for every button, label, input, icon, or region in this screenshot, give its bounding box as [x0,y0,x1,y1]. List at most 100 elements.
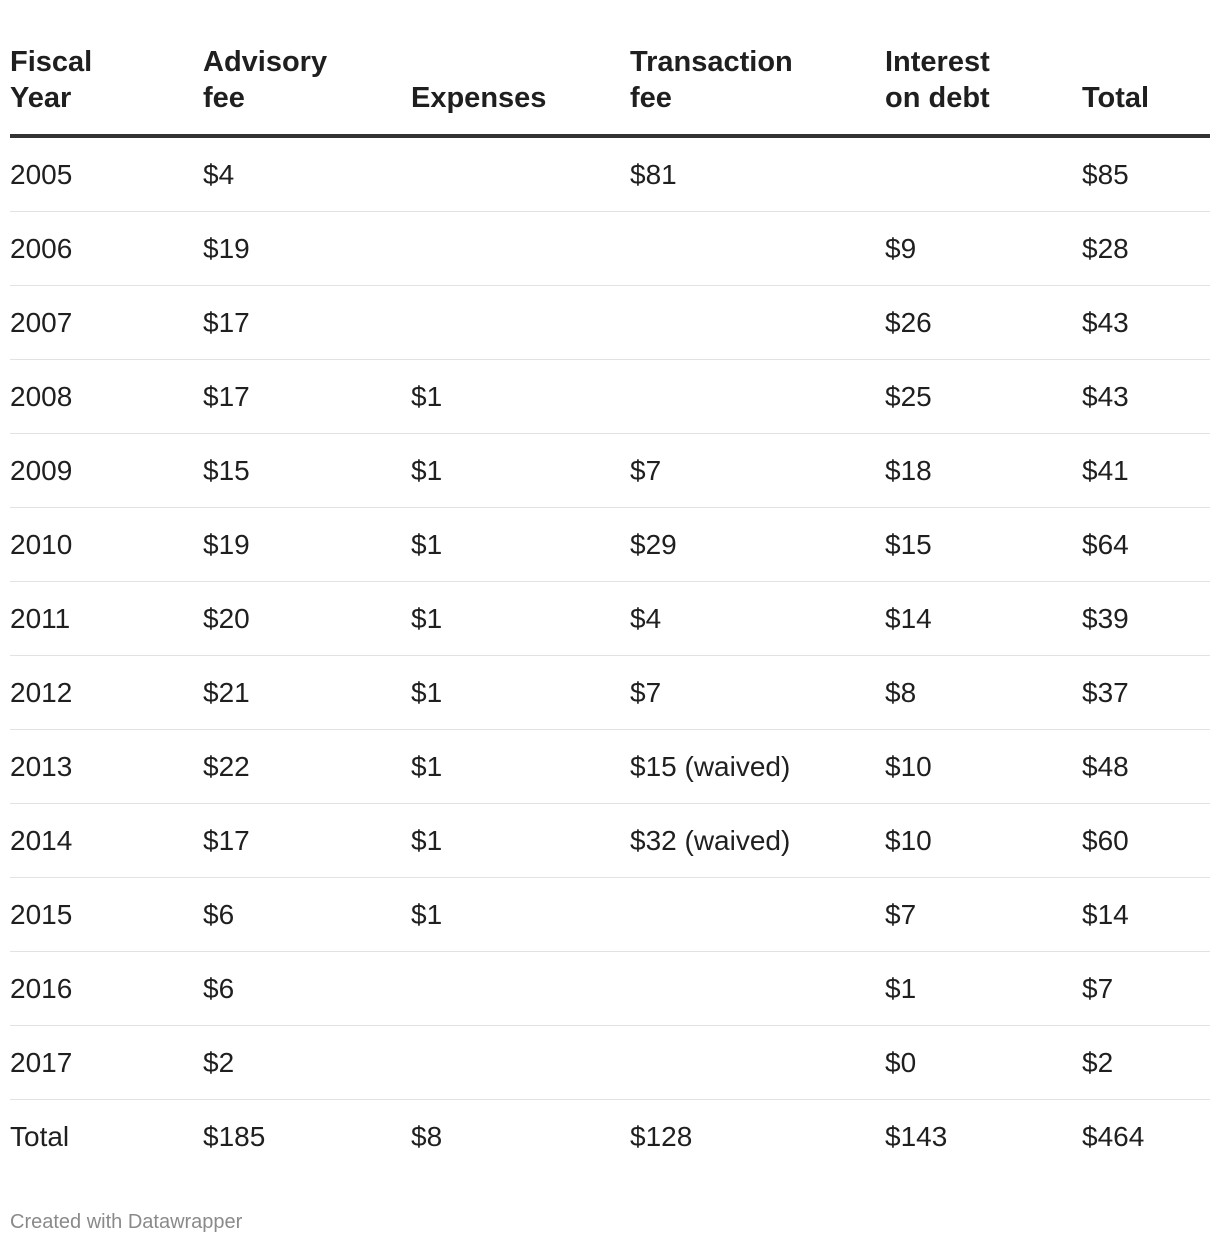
cell-total: $39 [1082,581,1210,656]
cell-interest-on-debt: $9 [885,211,1082,286]
cell-interest-on-debt: $15 [885,507,1082,582]
cell-total: $48 [1082,729,1210,804]
cell-total: $43 [1082,359,1210,434]
cell-transaction-fee [630,951,885,1026]
header-advisory-fee: Advisory fee [203,0,411,138]
cell-interest-on-debt: $0 [885,1025,1082,1100]
cell-total: $85 [1082,136,1210,212]
cell-expenses [411,951,630,1026]
cell-transaction-fee [630,877,885,952]
cell-transaction-fee [630,211,885,286]
cell-advisory-fee: $6 [203,951,411,1026]
table-row: 2012 $21 $1 $7 $8 $37 [10,655,1210,730]
cell-total: $28 [1082,211,1210,286]
cell-fiscal-year: 2010 [10,507,203,582]
cell-expenses [411,136,630,212]
cell-total: $7 [1082,951,1210,1026]
header-transaction-fee: Transaction fee [630,0,885,138]
cell-transaction-fee: $7 [630,655,885,730]
cell-advisory-fee: $2 [203,1025,411,1100]
table-row: 2009 $15 $1 $7 $18 $41 [10,433,1210,508]
table-row: 2016 $6 $1 $7 [10,951,1210,1026]
header-interest-on-debt: Interest on debt [885,0,1082,138]
cell-transaction-fee [630,285,885,360]
cell-advisory-fee: $19 [203,507,411,582]
cell-fiscal-year: 2011 [10,581,203,656]
cell-fiscal-year: 2006 [10,211,203,286]
cell-expenses: $8 [411,1120,443,1152]
fee-table: Fiscal Year Advisory fee Expenses Transact… [10,0,1210,1173]
cell-fiscal-year: 2015 [10,877,203,952]
cell-transaction-fee [630,1025,885,1100]
cell-interest-on-debt: $25 [885,359,1082,434]
cell-fiscal-year: 2007 [10,285,203,360]
cell-fiscal-year: 2008 [10,359,203,434]
cell-advisory-fee: $17 [203,359,411,434]
cell-expenses: $1 [411,359,630,434]
header-expenses: Expenses [411,0,630,138]
datawrapper-credit: Created with Datawrapper [10,1211,243,1233]
cell-advisory-fee: $4 [203,136,411,212]
cell-transaction-fee: $15 (waived) [630,729,885,804]
header-row: Fiscal Year Advisory fee Expenses Transact… [10,0,1210,138]
cell-interest-on-debt: $18 [885,433,1082,508]
table-row: 2008 $17 $1 $25 $43 [10,359,1210,434]
cell-interest-on-debt: $10 [885,729,1082,804]
cell-total: $41 [1082,433,1210,508]
cell-transaction-fee: $4 [630,581,885,656]
header-fiscal-year: Fiscal Year [10,0,203,138]
cell-interest-on-debt: $8 [885,655,1082,730]
cell-total: $43 [1082,285,1210,360]
cell-interest-on-debt: $26 [885,285,1082,360]
cell-fiscal-year: 2009 [10,433,203,508]
cell-interest-on-debt: $143 [885,1120,948,1152]
table-row: 2017 $2 $0 $2 [10,1025,1210,1100]
cell-transaction-fee: $29 [630,507,885,582]
table-row: 2014 $17 $1 $32 (waived) $10 $60 [10,803,1210,878]
header-total: Total [1082,0,1210,138]
cell-total: $2 [1082,1025,1210,1100]
cell-transaction-fee: $128 [630,1120,693,1152]
cell-advisory-fee: $185 [203,1120,266,1152]
cell-advisory-fee: $22 [203,729,411,804]
cell-advisory-fee: $17 [203,285,411,360]
cell-expenses [411,1025,630,1100]
cell-expenses: $1 [411,433,630,508]
cell-total: $37 [1082,655,1210,730]
cell-fiscal-year: 2005 [10,136,203,212]
table-row: 2007 $17 $26 $43 [10,285,1210,360]
table-body: 2005 $4 $81 $85 2006 $19 $9 $28 2007 $17 $26 $43 200… [10,136,1210,1173]
cell-transaction-fee: $7 [630,433,885,508]
cell-transaction-fee [630,359,885,434]
cell-expenses: $1 [411,655,630,730]
table-row: 2011 $20 $1 $4 $14 $39 [10,581,1210,656]
cell-advisory-fee: $19 [203,211,411,286]
cell-expenses [411,285,630,360]
cell-total: $60 [1082,803,1210,878]
cell-advisory-fee: $20 [203,581,411,656]
cell-interest-on-debt: $7 [885,877,1082,952]
cell-fiscal-year: 2017 [10,1025,203,1100]
cell-fiscal-year: 2012 [10,655,203,730]
cell-fiscal-year: 2013 [10,729,203,804]
cell-advisory-fee: $15 [203,433,411,508]
table-row: 2015 $6 $1 $7 $14 [10,877,1210,952]
cell-transaction-fee: $32 (waived) [630,803,885,878]
cell-expenses: $1 [411,729,630,804]
cell-interest-on-debt [885,136,1082,212]
table-row: 2005 $4 $81 $85 [10,136,1210,212]
table-row: 2010 $19 $1 $29 $15 $64 [10,507,1210,582]
cell-expenses [411,211,630,286]
cell-fiscal-year: 2016 [10,951,203,1026]
table-row: 2013 $22 $1 $15 (waived) $10 $48 [10,729,1210,804]
cell-interest-on-debt: $10 [885,803,1082,878]
cell-expenses: $1 [411,877,630,952]
cell-interest-on-debt: $14 [885,581,1082,656]
cell-advisory-fee: $6 [203,877,411,952]
fee-table-container: Fiscal Year Advisory fee Expenses Transact… [10,0,1210,1173]
cell-advisory-fee: $17 [203,803,411,878]
cell-advisory-fee: $21 [203,655,411,730]
cell-expenses: $1 [411,803,630,878]
cell-fiscal-year: 2014 [10,803,203,878]
cell-total: $14 [1082,877,1210,952]
